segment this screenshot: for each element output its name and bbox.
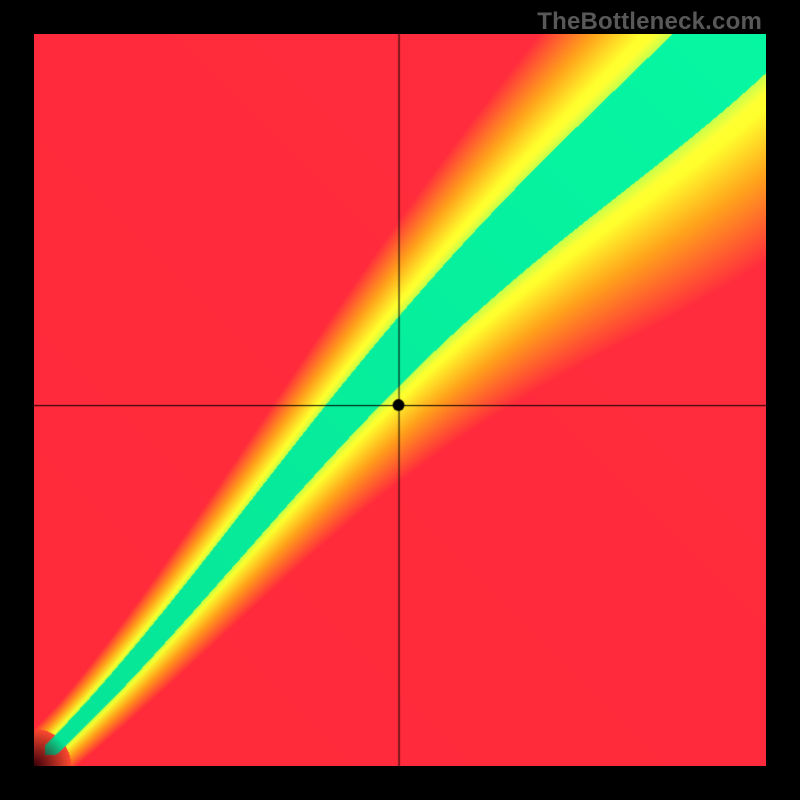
heatmap-canvas — [34, 34, 766, 766]
chart-container: TheBottleneck.com — [0, 0, 800, 800]
heatmap-plot — [34, 34, 766, 766]
watermark-text: TheBottleneck.com — [537, 8, 762, 36]
